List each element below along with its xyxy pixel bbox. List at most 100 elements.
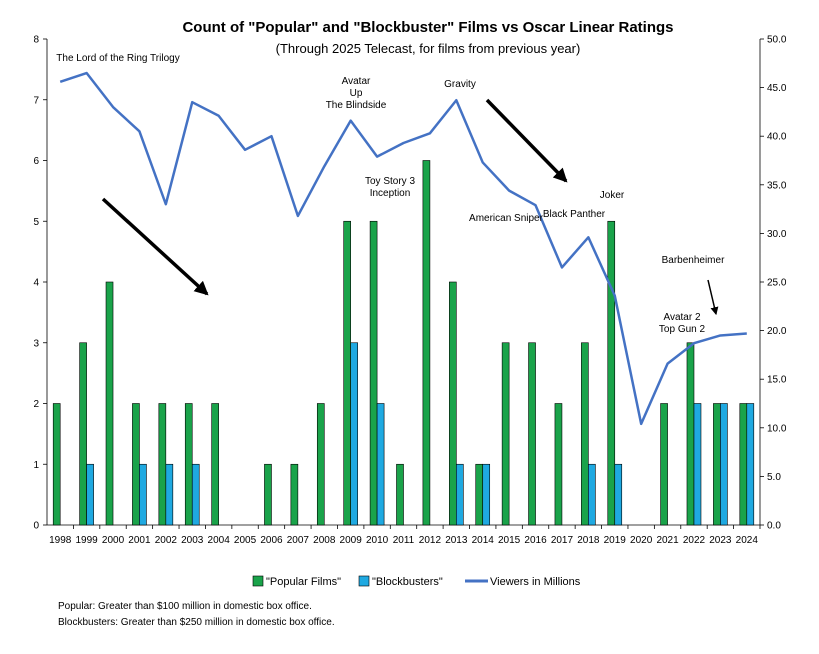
bar-series: [52, 160, 755, 526]
x-tick-label: 2008: [313, 535, 336, 546]
annotation-label: Avatar 2 Top Gun 2: [659, 312, 706, 335]
y-right-tick-label: 5.0: [767, 472, 781, 483]
bar-blockbusters: [165, 463, 174, 526]
bar-popular-films: [528, 342, 536, 526]
bar-blockbusters: [720, 403, 728, 526]
annotation-line: Gravity: [444, 79, 476, 90]
x-tick-label: 2010: [366, 535, 389, 546]
x-tick-label: 1998: [49, 535, 72, 546]
viewers-line: [59, 71, 747, 426]
bar-popular-films: [105, 281, 114, 526]
annotation-label: The Lord of the Ring Trilogy: [56, 53, 179, 64]
bar-popular-films: [475, 463, 484, 526]
x-tick-label: 2006: [260, 535, 283, 546]
y-left-tick-label: 3: [33, 338, 39, 349]
line-series: [59, 71, 747, 426]
annotation-line: The Blindside: [326, 100, 387, 111]
annotation-line: Inception: [370, 188, 411, 199]
bar-blockbusters: [588, 463, 596, 526]
bar-popular-films: [581, 342, 589, 526]
legend-label-blockbusters: "Blockbusters": [372, 576, 443, 588]
bar-popular-films: [660, 403, 668, 526]
annotations: The Lord of the Ring Trilogy Avatar Up The …: [56, 53, 725, 335]
barbenheimer-arrow: [707, 279, 719, 316]
bar-popular-films: [132, 403, 140, 526]
annotation-line: Toy Story 3: [365, 176, 415, 187]
x-tick-label: 2005: [234, 535, 257, 546]
annotation-label: Avatar Up The Blindside: [326, 76, 387, 111]
y-left-tick-label: 8: [33, 35, 39, 46]
y-right-tick-label: 30.0: [767, 229, 787, 240]
legend-swatch-popular: [252, 575, 264, 587]
y-right-tick-label: 50.0: [767, 35, 787, 46]
x-tick-label: 2018: [577, 535, 600, 546]
x-tick-label: 2017: [551, 535, 574, 546]
annotation-label: Barbenheimer: [662, 255, 725, 266]
y-right-tick-label: 40.0: [767, 132, 787, 143]
x-tick-label: 2013: [445, 535, 468, 546]
annotation-label: American Sniper: [469, 213, 544, 224]
legend-label-viewers: Viewers in Millions: [490, 576, 581, 588]
x-tick-label: 1999: [75, 535, 98, 546]
annotation-label: Toy Story 3 Inception: [365, 176, 415, 199]
bar-popular-films: [422, 160, 431, 526]
trend-arrow-1: [101, 197, 209, 296]
bar-popular-films: [369, 220, 378, 526]
x-tick-label: 2019: [604, 535, 627, 546]
y-left-tick-label: 1: [33, 460, 39, 471]
annotation-line: Black Panther: [543, 209, 606, 220]
bar-blockbusters: [746, 403, 755, 526]
x-tick-label: 2023: [709, 535, 732, 546]
chart-title: Count of "Popular" and "Blockbuster" Fil…: [182, 19, 673, 36]
y-left-tick-label: 0: [33, 521, 39, 532]
x-tick-label: 2024: [736, 535, 759, 546]
x-tick-label: 2002: [155, 535, 178, 546]
x-tick-label: 2022: [683, 535, 706, 546]
legend-swatch-blockbusters: [358, 575, 370, 587]
y-left-tick-label: 2: [33, 399, 39, 410]
x-tick-label: 2020: [630, 535, 653, 546]
x-tick-label: 2009: [340, 535, 363, 546]
trend-arrow-2: [485, 98, 568, 183]
annotation-label: Black Panther: [543, 209, 606, 220]
annotation-line: Avatar: [342, 76, 371, 87]
x-tick-label: 2015: [498, 535, 521, 546]
bar-popular-films: [713, 403, 721, 526]
x-tick-label: 2001: [128, 535, 151, 546]
annotation-line: Up: [350, 88, 363, 99]
y-right-tick-label: 15.0: [767, 375, 787, 386]
bar-popular-films: [739, 403, 748, 526]
x-tick-label: 2011: [393, 535, 415, 546]
bar-popular-films: [607, 220, 616, 526]
bar-blockbusters: [139, 463, 147, 526]
y-left-tick-label: 7: [33, 95, 39, 106]
bar-popular-films: [501, 342, 510, 526]
x-tick-label: 2000: [102, 535, 125, 546]
note-popular: Popular: Greater than $100 million in do…: [58, 601, 312, 612]
bar-popular-films: [52, 403, 61, 526]
legend-label-popular: "Popular Films": [266, 576, 341, 588]
bar-popular-films: [343, 220, 351, 526]
x-tick-label: 2016: [524, 535, 547, 546]
bar-popular-films: [264, 463, 272, 526]
bar-popular-films: [554, 403, 563, 526]
bar-popular-films: [396, 463, 404, 526]
bar-popular-films: [686, 342, 695, 526]
note-blockbusters: Blockbusters: Greater than $250 million …: [58, 617, 335, 628]
bar-blockbusters: [482, 463, 491, 526]
y-right-tick-label: 20.0: [767, 326, 787, 337]
x-tick-label: 2003: [181, 535, 204, 546]
y-right-tick-label: 10.0: [767, 423, 787, 434]
bar-blockbusters: [86, 463, 94, 526]
x-tick-label: 2021: [656, 535, 679, 546]
y-right-tick-label: 45.0: [767, 83, 787, 94]
annotation-label: Gravity: [444, 79, 476, 90]
bar-blockbusters: [614, 463, 623, 526]
bar-popular-films: [290, 463, 299, 526]
bar-popular-films: [184, 403, 193, 526]
y-left-tick-label: 5: [33, 217, 39, 228]
bar-popular-films: [158, 403, 167, 526]
annotation-line: Avatar 2: [663, 312, 700, 323]
bar-blockbusters: [376, 403, 385, 526]
